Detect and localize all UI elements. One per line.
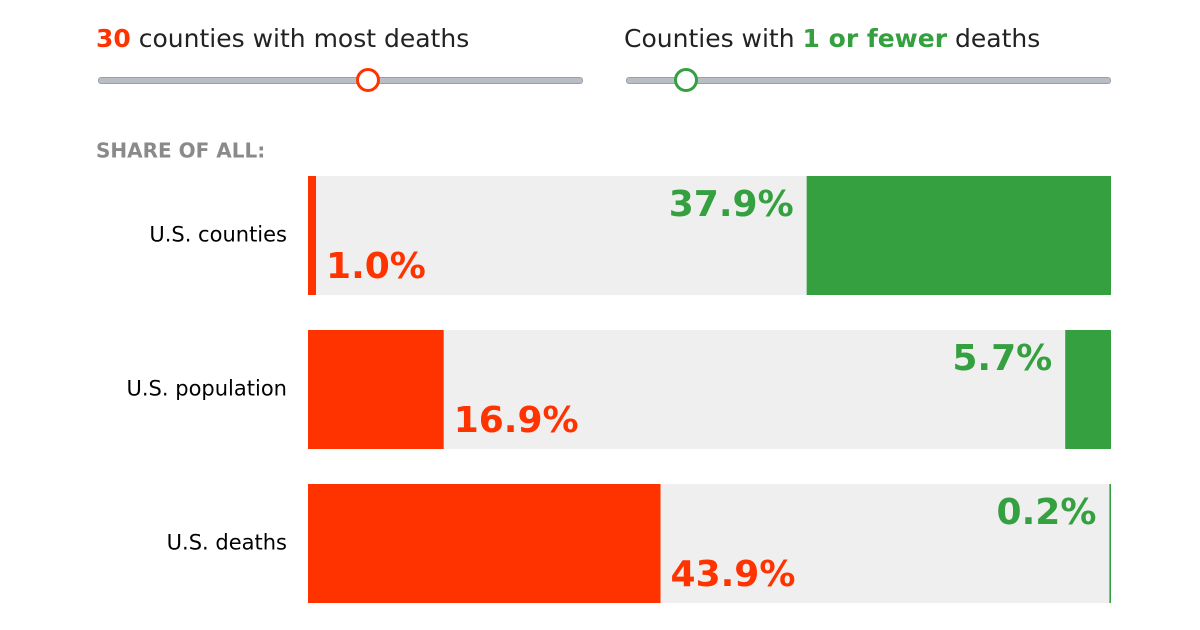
label-text: counties with most deaths [138, 24, 470, 53]
value-label: 5.7% [952, 338, 1052, 379]
value-label: 1.0% [326, 246, 426, 287]
count-value: 30 [96, 24, 131, 53]
bar [308, 330, 444, 449]
value-label: 0.2% [997, 492, 1097, 533]
chart-subtitle: SHARE OF ALL: [96, 139, 265, 163]
category-label: U.S. counties [149, 223, 287, 247]
slider-track [98, 77, 583, 84]
label-text: deaths [955, 24, 1041, 53]
bar [1109, 484, 1111, 603]
slider-label: Counties with 1 or fewer deaths [624, 24, 1040, 53]
value-label: 43.9% [671, 554, 796, 595]
value-label: 16.9% [454, 400, 579, 441]
slider-label: 30 counties with most deaths [96, 24, 469, 53]
category-label: U.S. population [127, 377, 287, 401]
bar [806, 176, 1111, 295]
bar [1065, 330, 1111, 449]
slider-track [626, 77, 1111, 84]
label-text: Counties with [624, 24, 795, 53]
slider-thumb[interactable] [356, 68, 380, 92]
value-label: 37.9% [669, 184, 794, 225]
bar [308, 484, 661, 603]
category-label: U.S. deaths [167, 531, 287, 555]
bar [308, 176, 317, 295]
threshold-value: 1 or fewer [802, 24, 948, 53]
slider-thumb[interactable] [674, 68, 698, 92]
